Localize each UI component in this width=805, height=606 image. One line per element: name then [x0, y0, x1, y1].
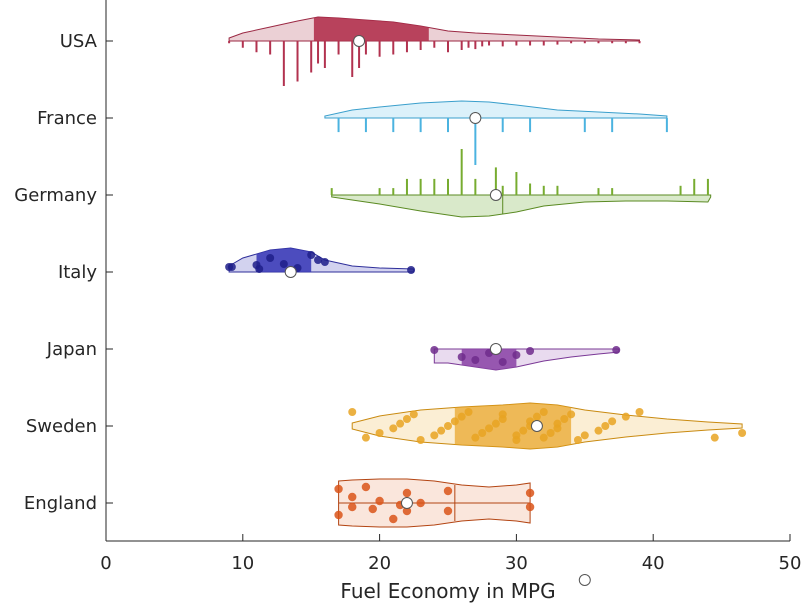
italy-group2-point — [612, 346, 621, 354]
usa-median-marker — [353, 35, 366, 47]
data-marks — [225, 16, 747, 586]
sweden-point — [361, 482, 371, 492]
japan-point — [532, 412, 541, 421]
japan-point — [450, 417, 459, 426]
sweden-point — [443, 486, 453, 496]
japan-point — [567, 410, 576, 419]
japan-point — [601, 422, 610, 430]
japan-point — [402, 415, 411, 423]
japan-median-marker — [530, 420, 543, 432]
japan-point — [539, 433, 548, 442]
x-tick-label: 20 — [368, 553, 391, 574]
x-tick-label: 40 — [642, 553, 665, 574]
japan-point — [464, 408, 473, 416]
italy-group1-point — [279, 260, 288, 268]
japan-point — [608, 417, 617, 426]
germany-median-marker — [489, 189, 502, 201]
japan-point — [710, 433, 719, 442]
y-tick-label: Sweden — [26, 416, 97, 437]
sweden-point — [348, 502, 357, 512]
italy-group2-point — [512, 351, 521, 359]
japan-point — [635, 408, 644, 416]
germany-violin — [331, 194, 712, 218]
sweden-point — [443, 506, 453, 516]
japan-point — [457, 412, 466, 421]
italy-group1-point — [320, 258, 329, 266]
japan-point — [396, 419, 405, 428]
italy-group2-point — [526, 347, 535, 355]
japan-point — [478, 429, 487, 437]
england-point — [578, 574, 591, 586]
japan-point — [444, 422, 452, 430]
japan-point — [539, 408, 548, 416]
italy-group1-point — [255, 265, 264, 273]
italy-group2-point — [430, 346, 439, 354]
x-tick-label: 30 — [505, 553, 528, 574]
japan-point — [485, 424, 494, 433]
x-tick-label: 10 — [231, 553, 254, 574]
japan-point — [375, 429, 384, 437]
france-violin — [324, 100, 668, 119]
x-tick-label: 50 — [779, 553, 802, 574]
japan-point — [361, 433, 370, 442]
usa-iqr-band — [313, 17, 429, 41]
japan-point — [573, 436, 582, 444]
italy-group2-point — [498, 358, 507, 366]
italy-group2-median-marker — [489, 343, 502, 355]
y-tick-labels: USA France Germany Italy Japan Sweden England — [14, 31, 113, 514]
italy-group1-point — [314, 256, 323, 264]
italy-group1-point — [227, 263, 236, 271]
italy-group2-point — [457, 353, 466, 361]
japan-point — [553, 419, 562, 428]
japan-point — [471, 433, 480, 442]
y-tick-label: France — [37, 108, 97, 129]
japan-point — [738, 429, 747, 437]
italy-group2-point — [471, 356, 480, 364]
x-axis-label: Fuel Economy in MPG — [340, 579, 555, 603]
x-ticks: 0 10 20 30 40 50 — [100, 534, 801, 574]
sweden-point — [334, 510, 343, 520]
japan-point — [621, 412, 630, 421]
sweden-point — [525, 502, 535, 512]
italy-group1-median-marker — [284, 266, 297, 278]
japan-point — [594, 426, 603, 435]
italy-group1-point — [407, 266, 416, 274]
y-tick-label: England — [24, 493, 97, 514]
japan-point — [437, 426, 446, 435]
sweden-point — [525, 488, 535, 498]
usa-violin — [228, 16, 640, 42]
japan-point — [519, 426, 528, 435]
sweden-point — [348, 492, 357, 502]
japan-point — [409, 410, 418, 419]
sweden-median-marker — [400, 497, 413, 509]
sweden-point — [334, 484, 343, 494]
italy-group1-point — [266, 254, 275, 262]
japan-point — [498, 410, 507, 419]
sweden-point — [375, 496, 384, 506]
sweden-point — [389, 514, 398, 524]
japan-point — [546, 429, 555, 437]
japan-point — [491, 419, 500, 428]
sweden-point — [402, 506, 412, 516]
france-median-marker — [469, 112, 482, 124]
japan-point — [430, 431, 439, 440]
japan-point — [389, 424, 398, 433]
x-tick-label: 0 — [100, 553, 111, 574]
italy-group1-point — [307, 251, 316, 259]
japan-point — [512, 431, 521, 440]
japan-point — [348, 408, 357, 416]
y-tick-label: Germany — [14, 185, 97, 206]
japan-point — [416, 436, 425, 444]
japan-point — [580, 431, 589, 440]
y-tick-label: Japan — [46, 339, 97, 360]
sweden-point — [416, 498, 425, 508]
japan-point — [560, 415, 569, 423]
y-tick-label: USA — [60, 31, 98, 52]
sweden-point — [368, 504, 377, 514]
axes — [105, 0, 790, 542]
sweden-point — [402, 488, 412, 498]
y-tick-label: Italy — [58, 262, 97, 283]
